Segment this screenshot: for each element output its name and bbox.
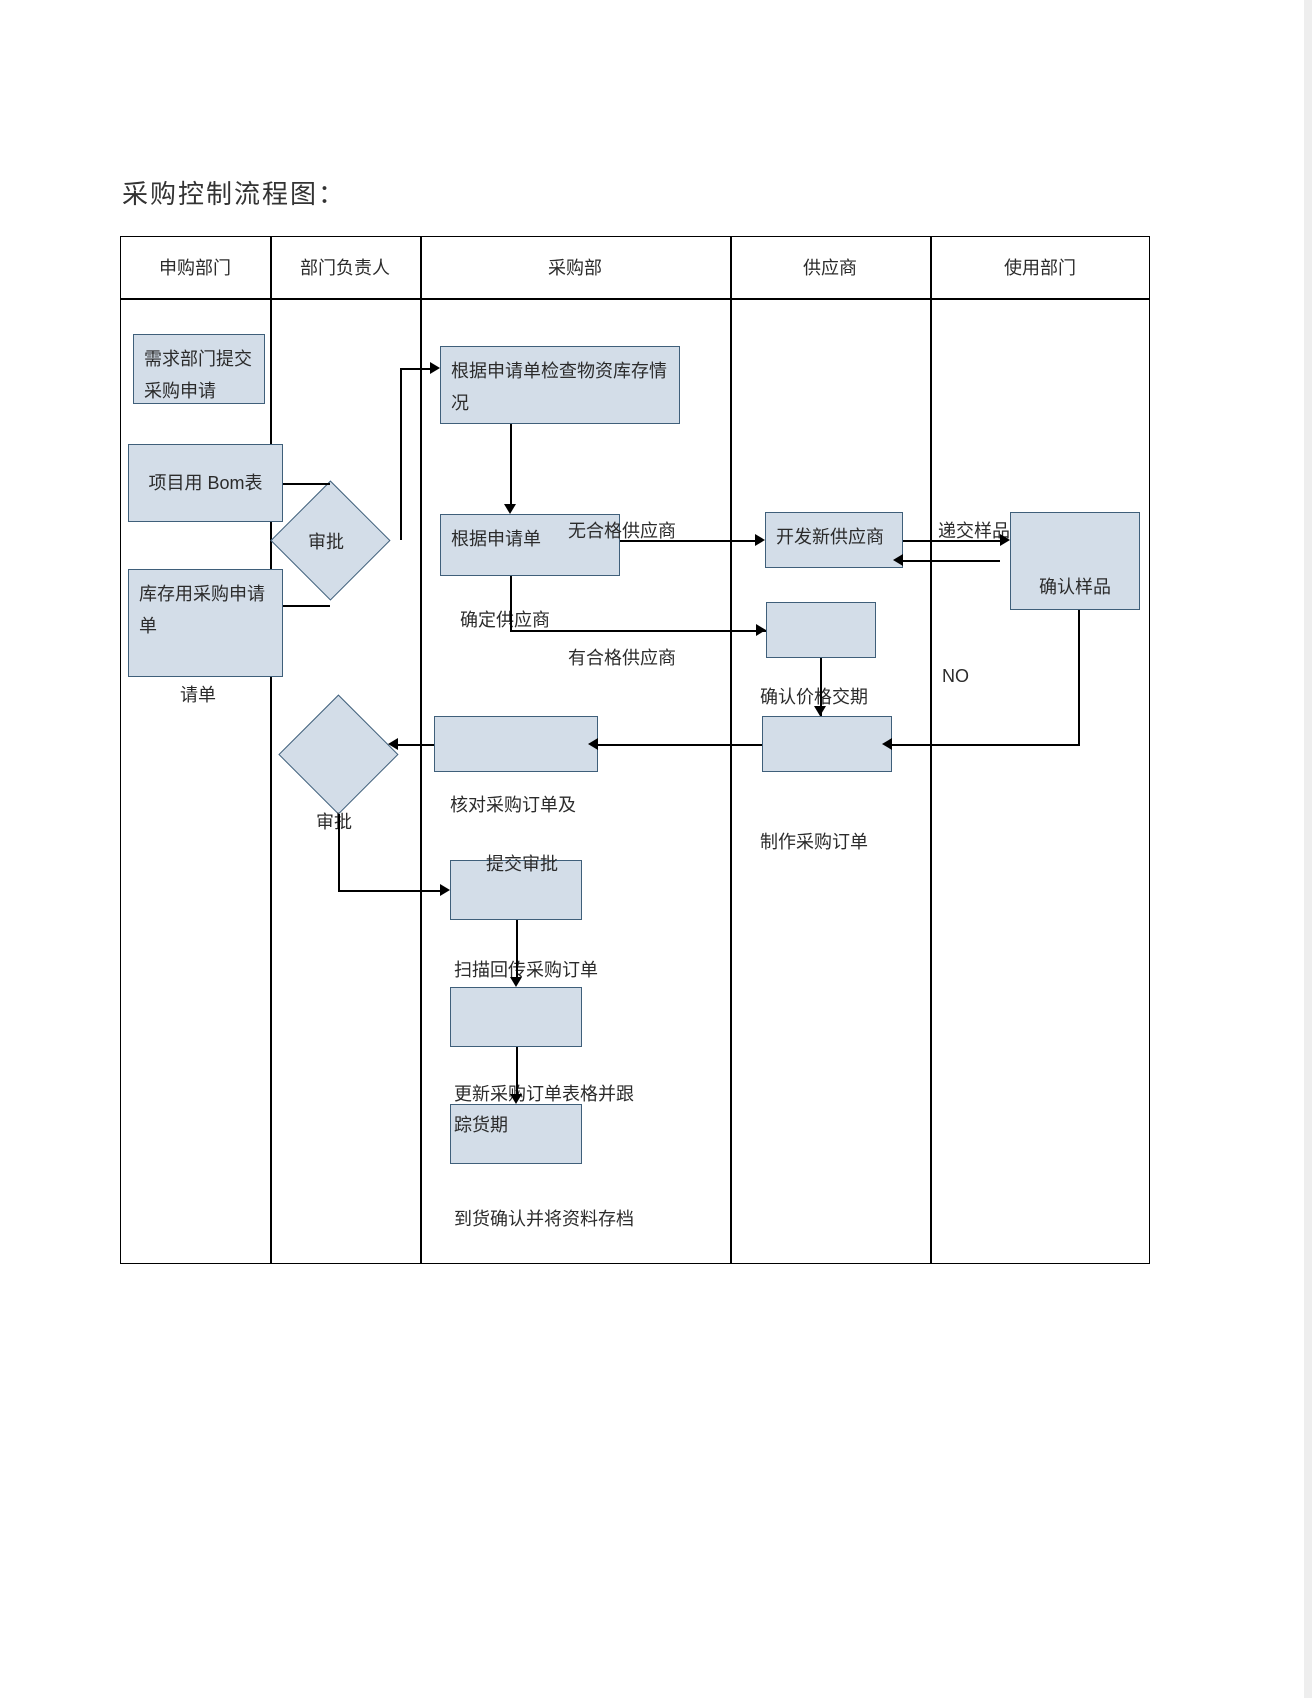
column-header-col2: 部门负责人 [270,254,420,280]
connector [510,424,512,504]
arrowhead [510,977,522,987]
node-n_check_stock: 根据申请单检查物资库存情况 [440,346,680,424]
arrowhead [504,504,516,514]
label-l_archive: 到货确认并将资料存档 [454,1204,634,1235]
decision-label: 审批 [316,808,352,834]
node-n_rect_price [766,602,876,658]
arrowhead [882,738,892,750]
label-l_no: NO [942,661,969,692]
node-n_verify_po [434,716,598,772]
column-divider [930,236,932,1264]
label-l_submit_approve: 提交审批 [486,849,558,880]
arrowhead [756,624,766,636]
column-header-col3: 采购部 [420,254,730,280]
connector [598,744,762,746]
connector [892,744,1080,746]
connector [283,483,330,485]
connector [516,1047,518,1094]
connector [510,630,766,632]
label-l_stock_req_tail: 请单 [180,680,216,711]
label-l_update_po: 更新采购订单表格并跟踪货期 [454,1079,634,1140]
connector [903,540,1000,542]
connector [283,605,330,607]
connector [338,890,440,892]
label-l_no_supplier: 无合格供应商 [568,516,676,547]
connector [398,744,434,746]
connector [516,920,518,977]
connector [400,368,430,370]
label-l_scan_po: 扫描回传采购订单 [454,955,598,986]
arrowhead [388,738,398,750]
node-n_confirm_sample: 确认样品 [1010,512,1140,610]
column-divider [270,236,272,1264]
arrowhead [510,1094,522,1104]
column-divider [420,236,422,1264]
node-n_dev_supplier: 开发新供应商 [765,512,903,568]
arrowhead [1000,534,1010,546]
page-title: 采购控制流程图： [122,174,346,211]
node-n_make_po [762,716,892,772]
decision-label: 审批 [308,528,344,554]
connector [903,560,1000,562]
node-n_bom: 项目用 Bom表 [128,444,283,522]
connector [338,814,340,890]
connector [400,368,402,540]
node-n_update_po [450,987,582,1047]
connector [1078,610,1080,744]
label-l_make_po: 制作采购订单 [760,827,868,858]
arrowhead [893,554,903,566]
label-l_verify_po: 核对采购订单及 [450,790,576,821]
column-header-col4: 供应商 [730,254,930,280]
connector [620,540,755,542]
page-gutter [1304,0,1312,1698]
connector [510,576,512,630]
column-header-col1: 申购部门 [120,254,270,280]
label-l_has_supplier: 有合格供应商 [568,643,676,674]
node-n_stock_req: 库存用采购申请单 [128,569,283,677]
arrowhead [814,706,826,716]
page: 采购控制流程图： 申购部门部门负责人采购部供应商使用部门 需求部门提交采购申请项… [0,0,1312,1698]
arrowhead [430,362,440,374]
header-separator [120,298,1150,300]
node-n_submit_req: 需求部门提交采购申请 [133,334,265,404]
arrowhead [440,884,450,896]
column-divider [730,236,732,1264]
arrowhead [755,534,765,546]
arrowhead [588,738,598,750]
column-header-col5: 使用部门 [930,254,1150,280]
